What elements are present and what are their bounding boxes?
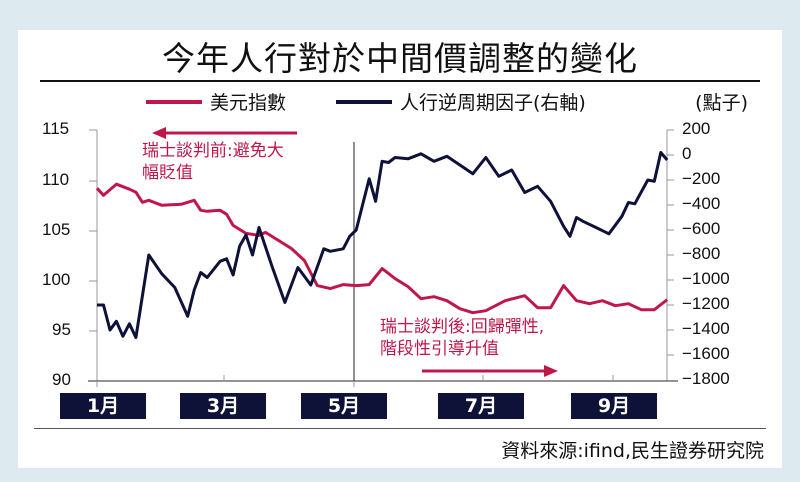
source-divider	[34, 428, 766, 429]
right-tick: −800	[682, 244, 721, 263]
right-tick: −600	[682, 219, 721, 238]
legend-swatch-red	[146, 99, 202, 104]
left-tick: 115	[42, 119, 70, 138]
right-tick: −1200	[682, 294, 730, 313]
right-tick: −400	[682, 194, 721, 213]
chart-plot-area	[88, 127, 678, 387]
left-tick: 105	[42, 220, 71, 239]
usd-index-line	[95, 182, 669, 315]
right-arrow-icon	[422, 365, 558, 377]
chart-title: 今年人行對於中間價調整的變化	[162, 39, 638, 78]
right-tick: 200	[682, 119, 711, 138]
legend-label: 人行逆周期因子(右軸)	[400, 92, 586, 114]
x-label-jan: 1月	[60, 393, 146, 419]
annotation-text: 階段性引導升值	[380, 339, 499, 359]
left-tick: 110	[42, 170, 70, 189]
legend-item-usd-index: 美元指數	[146, 88, 286, 115]
right-tick: −1400	[682, 319, 730, 338]
legend-item-countercyclical-factor: 人行逆周期因子(右軸)	[336, 88, 586, 115]
x-label-jul: 7月	[438, 393, 524, 419]
countercyclical-factor-line	[97, 151, 669, 339]
chart-panel: 今年人行對於中間價調整的變化 美元指數 人行逆周期因子(右軸) (點子) 115…	[18, 30, 782, 468]
left-tick: 100	[42, 270, 71, 289]
title-divider	[40, 80, 760, 82]
x-label-may: 5月	[301, 393, 387, 419]
left-tick: 95	[52, 320, 71, 339]
right-tick: −200	[682, 169, 721, 188]
x-label-sep: 9月	[571, 393, 657, 419]
right-axis-unit: (點子)	[695, 92, 748, 114]
right-axis-ticks	[667, 129, 674, 356]
annotation-text: 瑞士談判後:回歸彈性,	[380, 317, 545, 337]
legend-swatch-navy	[336, 99, 392, 104]
right-tick: −1000	[682, 269, 730, 288]
legend-label: 美元指數	[210, 92, 287, 114]
annotation-text: 瑞士談判前:避免大	[142, 141, 284, 161]
x-axis-ticks	[96, 375, 614, 387]
left-tick: 90	[52, 370, 71, 389]
left-arrow-icon	[152, 127, 297, 139]
annotation-before-talks: 瑞士談判前:避免大 幅貶值	[142, 140, 312, 184]
source-note: 資料來源:ifind,民生證券研究院	[501, 440, 764, 462]
left-axis-ticks	[89, 129, 97, 332]
annotation-text: 幅貶值	[142, 163, 193, 183]
x-label-mar: 3月	[180, 393, 266, 419]
legend: 美元指數 人行逆周期因子(右軸)	[18, 88, 782, 116]
annotation-after-talks: 瑞士談判後:回歸彈性, 階段性引導升值	[380, 316, 620, 360]
right-tick: −1600	[682, 344, 730, 363]
right-tick: −1800	[682, 369, 730, 388]
right-tick: 0	[682, 144, 692, 163]
